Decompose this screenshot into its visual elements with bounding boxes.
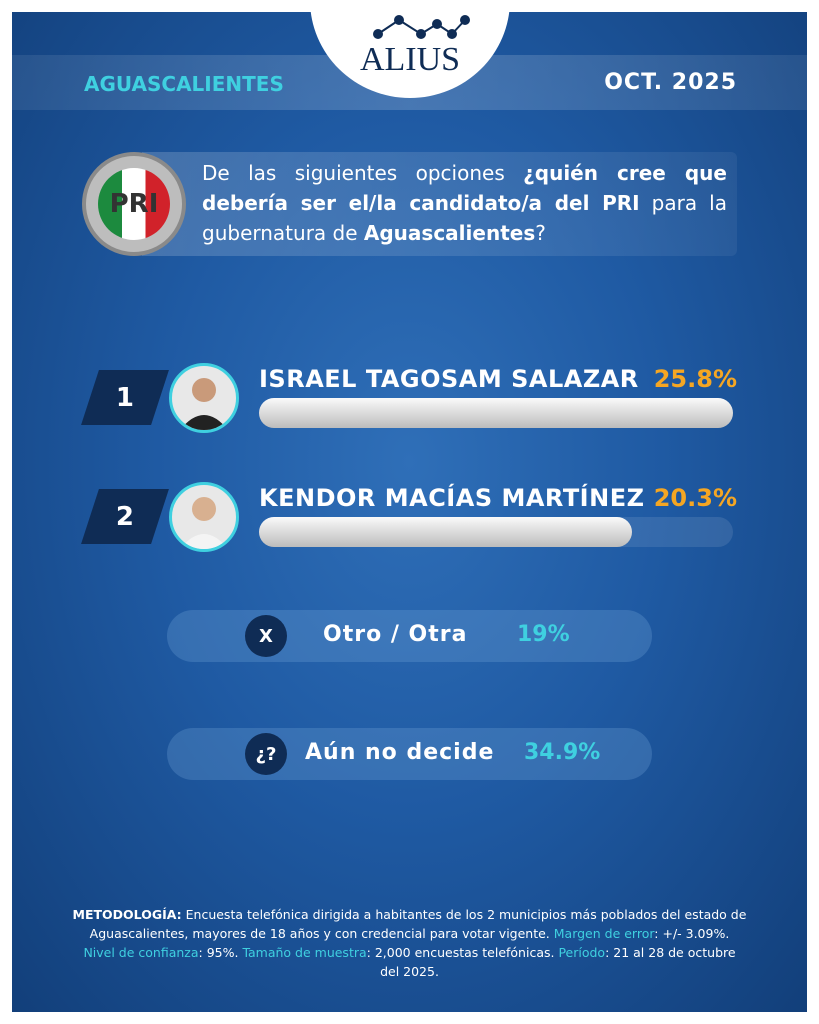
candidate-percent: 25.8% — [653, 365, 737, 393]
brand-name: ALIUS — [360, 41, 460, 78]
methodology-note: METODOLOGÍA: Encuesta telefónica dirigid… — [72, 907, 747, 979]
candidate-photo — [169, 363, 239, 433]
date-label: OCT. 2025 — [604, 70, 737, 95]
question-text: De las siguientes opciones ¿quién cree q… — [202, 161, 727, 245]
bar-fill — [259, 398, 733, 428]
option-undecided: ¿? Aún no decide 34.9% — [167, 728, 652, 780]
state-label: AGUASCALIENTES — [84, 72, 284, 96]
option-label: Otro / Otra — [323, 622, 468, 647]
chart-line-icon: ALIUS — [360, 15, 470, 78]
option-other: X Otro / Otra 19% — [167, 610, 652, 662]
x-icon: X — [245, 615, 287, 657]
option-label: Aún no decide — [305, 740, 495, 765]
option-percent: 19% — [517, 622, 570, 647]
candidate-name: KENDOR MACÍAS MARTÍNEZ — [259, 484, 645, 512]
option-percent: 34.9% — [524, 740, 601, 765]
bar-track — [259, 398, 733, 428]
bar-track — [259, 517, 733, 547]
candidate-percent: 20.3% — [653, 484, 737, 512]
pri-logo: PRI — [82, 152, 186, 256]
brand-logo: ALIUS — [310, 12, 510, 98]
bar-fill — [259, 517, 632, 547]
question-box — [142, 152, 737, 256]
candidate-name: ISRAEL TAGOSAM SALAZAR — [259, 365, 639, 393]
rank-badge: 1 — [81, 370, 169, 425]
question-mark-icon: ¿? — [245, 733, 287, 775]
infographic: AGUASCALIENTES OCT. 2025 ALIUS PRI De la… — [12, 12, 807, 1012]
candidate-photo — [169, 482, 239, 552]
rank-badge: 2 — [81, 489, 169, 544]
